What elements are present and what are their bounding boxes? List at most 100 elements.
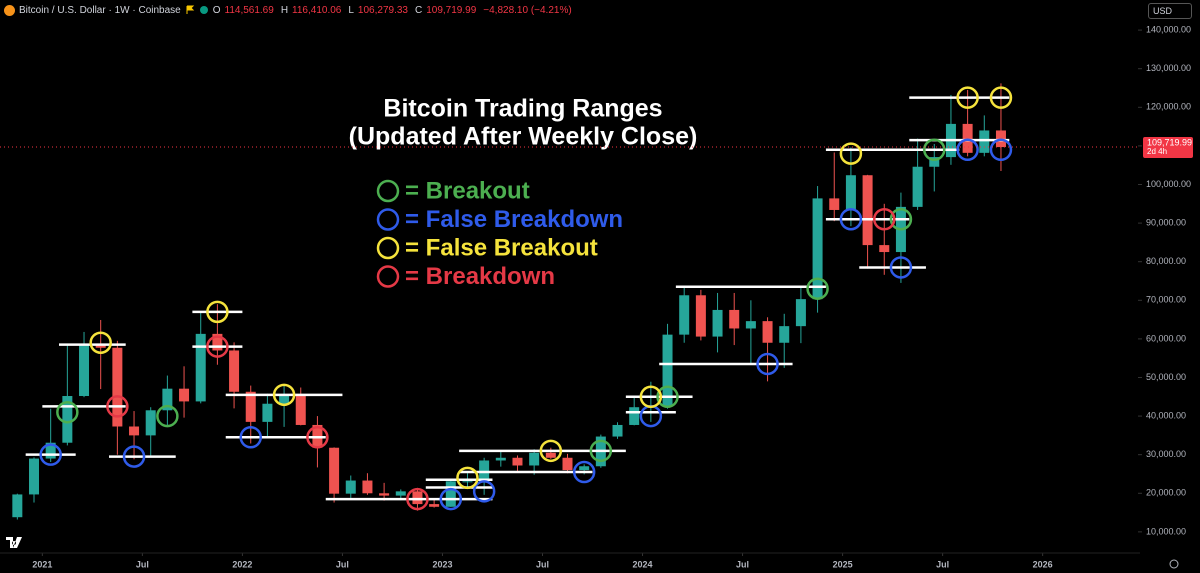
signal-circle <box>39 443 62 466</box>
candle-body <box>862 175 873 246</box>
candle-body <box>795 299 806 327</box>
y-tick-label: 30,000.00 <box>1146 449 1186 459</box>
signal-circle <box>989 138 1013 162</box>
x-tick-label: 2021 <box>32 559 52 569</box>
candle-body <box>812 198 823 300</box>
signal-circle <box>956 138 979 162</box>
y-tick-label: 100,000.00 <box>1146 179 1191 189</box>
signal-circle <box>106 395 129 418</box>
candle-body <box>612 424 623 437</box>
candle-body <box>429 504 440 507</box>
signal-circle <box>873 207 896 231</box>
candle-body <box>12 494 23 518</box>
candle-body <box>745 321 756 329</box>
currency-select[interactable]: USD <box>1148 3 1192 19</box>
ohlc-label: C <box>414 4 423 16</box>
candle-body <box>879 245 890 253</box>
candle-body <box>445 481 456 507</box>
y-tick-label: 70,000.00 <box>1146 295 1186 305</box>
tv-logo <box>6 537 22 548</box>
legend-swatch <box>376 236 400 260</box>
candle-body <box>229 350 240 392</box>
last-price-label: 109,719.99 <box>1147 137 1192 147</box>
y-tick-label: 50,000.00 <box>1146 372 1186 382</box>
candle-body <box>45 442 56 459</box>
candle-body <box>512 457 523 466</box>
signal-circle <box>406 487 429 511</box>
candle-body <box>279 394 290 404</box>
x-tick-label: 2024 <box>633 559 653 569</box>
candle-body <box>79 343 90 397</box>
signal-circle <box>239 426 262 449</box>
legend-label: = False Breakout <box>405 234 598 261</box>
ohlc-label: L <box>348 4 354 16</box>
status-dot <box>199 6 208 14</box>
candle-body <box>779 326 790 343</box>
candle-body <box>362 480 373 494</box>
candle-body <box>129 426 140 436</box>
x-tick-label: 2026 <box>1033 559 1053 569</box>
signal-circle <box>156 404 179 428</box>
y-tick-label: 20,000.00 <box>1146 488 1186 498</box>
signal-circle <box>589 439 613 463</box>
candle-body <box>145 410 156 436</box>
btc-icon <box>4 4 15 16</box>
ohlc-label: H <box>280 4 289 16</box>
y-tick-label: 130,000.00 <box>1146 63 1191 73</box>
candle-body <box>712 309 723 337</box>
signal-circle <box>272 383 296 407</box>
change: −4,828.10 (−4.21%) <box>483 4 572 16</box>
signal-circle <box>306 426 329 449</box>
last-price-box <box>1143 136 1193 158</box>
candle-body <box>179 388 190 402</box>
candle-body <box>679 295 690 335</box>
candle-body <box>29 458 40 495</box>
legend-swatch <box>376 208 400 231</box>
candle-body <box>662 334 673 407</box>
signal-circle <box>456 466 479 490</box>
candle-body <box>245 391 256 422</box>
legend-label: = Breakout <box>405 177 530 204</box>
candle-body <box>695 295 706 337</box>
signal-circle <box>56 400 79 424</box>
signal-circle <box>122 445 146 468</box>
x-tick-label: 2025 <box>833 559 853 569</box>
candle-body <box>379 493 390 496</box>
candle-body <box>462 481 473 483</box>
y-tick-label: 90,000.00 <box>1146 217 1186 227</box>
candle-body <box>762 321 773 343</box>
candle-body <box>545 452 556 458</box>
signal-circle <box>923 138 946 162</box>
signal-circle <box>889 207 913 231</box>
signal-circle <box>439 487 463 511</box>
candle-body <box>829 198 840 210</box>
ohlc-value: 106,279.33 <box>357 4 408 16</box>
candle-body <box>729 309 740 329</box>
candle-body <box>529 452 540 466</box>
candle-body <box>562 457 573 471</box>
x-tick-label: 2022 <box>232 559 252 569</box>
signal-circle <box>206 335 229 358</box>
signal-circle <box>639 385 663 409</box>
symbol: Bitcoin / U.S. Dollar · 1W · Coinbase <box>19 4 181 16</box>
signal-circle <box>989 86 1013 109</box>
flag-icon[interactable] <box>185 5 195 15</box>
ohlc-value: 109,719.99 <box>426 4 477 16</box>
candle-body <box>495 457 506 461</box>
candle-body <box>162 388 173 411</box>
symbol-header: Bitcoin / U.S. Dollar · 1W · Coinbase O 1… <box>4 2 575 18</box>
y-tick-label: 80,000.00 <box>1146 256 1186 266</box>
candle-body <box>395 491 406 496</box>
ohlc-label: O <box>212 4 221 16</box>
y-tick-label: 140,000.00 <box>1146 24 1191 34</box>
candle-body <box>62 396 73 443</box>
signal-circle <box>889 256 913 279</box>
candle-body <box>979 130 990 153</box>
x-tick-label: Jul <box>536 559 549 569</box>
signal-circle <box>956 86 979 109</box>
signal-circle <box>206 300 229 324</box>
candle-body <box>212 333 223 351</box>
y-tick-label: 10,000.00 <box>1146 526 1186 536</box>
ohlc-value: 116,410.06 <box>292 4 342 16</box>
